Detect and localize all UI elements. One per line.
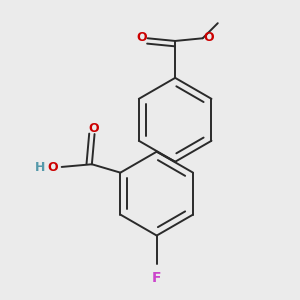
Text: F: F: [152, 271, 161, 285]
Text: O: O: [88, 122, 99, 134]
Text: O: O: [136, 31, 147, 44]
Text: O: O: [47, 161, 58, 174]
Text: H: H: [35, 161, 46, 174]
Text: O: O: [203, 31, 214, 44]
